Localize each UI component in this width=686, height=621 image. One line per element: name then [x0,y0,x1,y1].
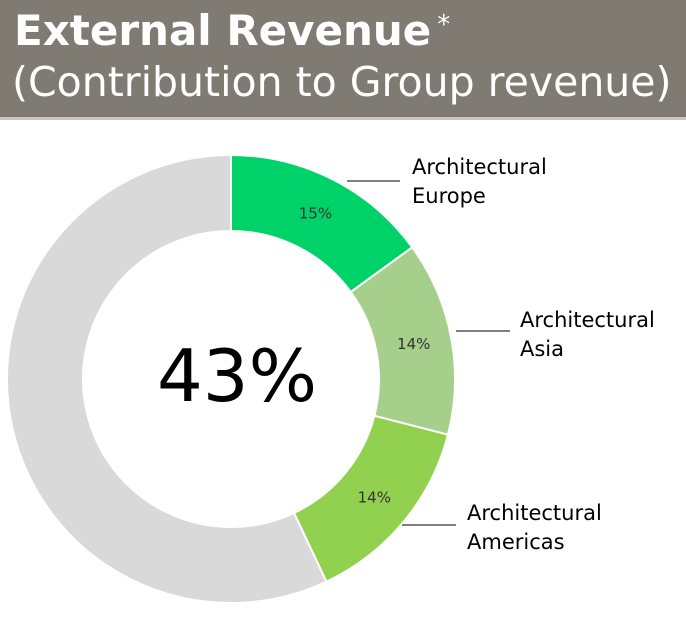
header-divider [0,117,686,120]
chart-subtitle: (Contribution to Group revenue) [12,58,672,106]
category-label-1: Architectural Asia [520,308,655,361]
header-banner: External Revenue * (Contribution to Group… [0,0,686,117]
donut-data-labels: 15% 14% 14% [299,204,431,506]
donut-slice-3 [6,153,328,604]
category-callouts: Architectural Europe Architectural Asia Arch… [347,155,655,554]
category-label-0: Architectural Europe [412,155,547,208]
chart-title: External Revenue * [14,6,450,55]
center-total-label: 43% [157,334,317,418]
data-label-1: 14% [397,335,430,353]
donut-slices [6,153,456,604]
category-label-2: Architectural Americas [467,501,602,554]
chart-title-text: External Revenue [14,6,432,55]
footnote-mark: * [437,10,451,40]
data-label-0: 15% [299,204,332,222]
data-label-2: 14% [358,489,391,507]
